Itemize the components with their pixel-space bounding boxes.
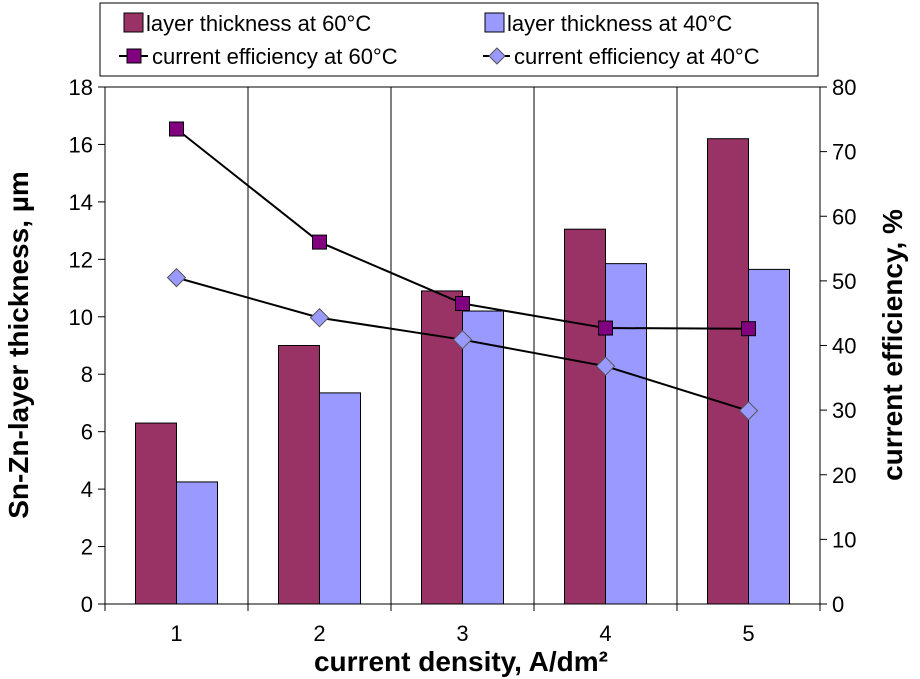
- bar-60c: [135, 422, 177, 605]
- point-60c: [169, 121, 184, 137]
- line-marks: [166, 121, 759, 421]
- y2-tick-label: 60: [832, 204, 856, 229]
- legend: layer thickness at 60°C layer thickness a…: [99, 2, 819, 77]
- point-60c: [455, 295, 470, 311]
- legend-label: layer thickness at 60°C: [146, 11, 371, 36]
- point-40c: [309, 308, 330, 328]
- point-40c: [452, 329, 473, 350]
- bar-marks: [135, 138, 790, 605]
- bar-60c: [564, 228, 606, 605]
- bar-60c: [421, 290, 463, 605]
- legend-swatch-40c-bar: [484, 12, 505, 33]
- point-40c: [738, 401, 759, 421]
- y2-tick-label: 70: [832, 140, 856, 165]
- bar-40c: [605, 263, 647, 605]
- y2-tick-label: 30: [832, 398, 856, 423]
- legend-marker-40c: [488, 47, 506, 65]
- x-tick-label: 3: [456, 621, 468, 646]
- y2-tick-label: 20: [832, 463, 856, 488]
- y2-tick-label: 10: [832, 527, 856, 552]
- y-tick-label: 8: [81, 362, 93, 387]
- y-axis-title: Sn-Zn-layer thickness, µm: [3, 171, 34, 519]
- legend-swatch-60c-bar: [123, 12, 144, 33]
- legend-marker-60c: [126, 48, 142, 64]
- y-tick-label: 18: [69, 75, 93, 100]
- bar-40c: [319, 392, 361, 605]
- y2-tick-label: 0: [832, 592, 844, 617]
- y2-tick-label: 80: [832, 75, 856, 100]
- bar-60c: [707, 138, 749, 605]
- y-tick-label: 12: [69, 247, 93, 272]
- bar-40c: [748, 268, 790, 605]
- x-tick-label: 4: [599, 621, 611, 646]
- point-60c: [741, 321, 756, 337]
- legend-label: layer thickness at 40°C: [507, 11, 732, 36]
- point-60c: [598, 320, 613, 336]
- y-tick-label: 4: [81, 477, 93, 502]
- bar-40c: [462, 310, 504, 605]
- x-tick-label: 2: [313, 621, 325, 646]
- x-tick-label: 1: [170, 621, 182, 646]
- point-40c: [595, 356, 616, 376]
- y-tick-label: 0: [81, 592, 93, 617]
- y2-axis-title: current efficiency, %: [877, 209, 908, 481]
- x-tick-label: 5: [742, 621, 754, 646]
- point-60c: [312, 234, 327, 250]
- y-tick-label: 2: [81, 535, 93, 560]
- bar-40c: [176, 481, 218, 605]
- y2-tick-label: 40: [832, 334, 856, 359]
- point-40c: [166, 267, 187, 288]
- y-tick-label: 6: [81, 420, 93, 445]
- legend-label: current efficiency at 60°C: [152, 44, 398, 69]
- y2-tick-label: 50: [832, 269, 856, 294]
- grid-lines: [247, 87, 678, 604]
- y-tick-label: 16: [69, 132, 93, 157]
- bar-60c: [278, 345, 320, 605]
- x-axis-title: current density, A/dm²: [314, 646, 608, 677]
- y-tick-label: 10: [69, 305, 93, 330]
- y-tick-label: 14: [69, 190, 93, 215]
- legend-box: [99, 2, 819, 77]
- legend-label: current efficiency at 40°C: [514, 44, 760, 69]
